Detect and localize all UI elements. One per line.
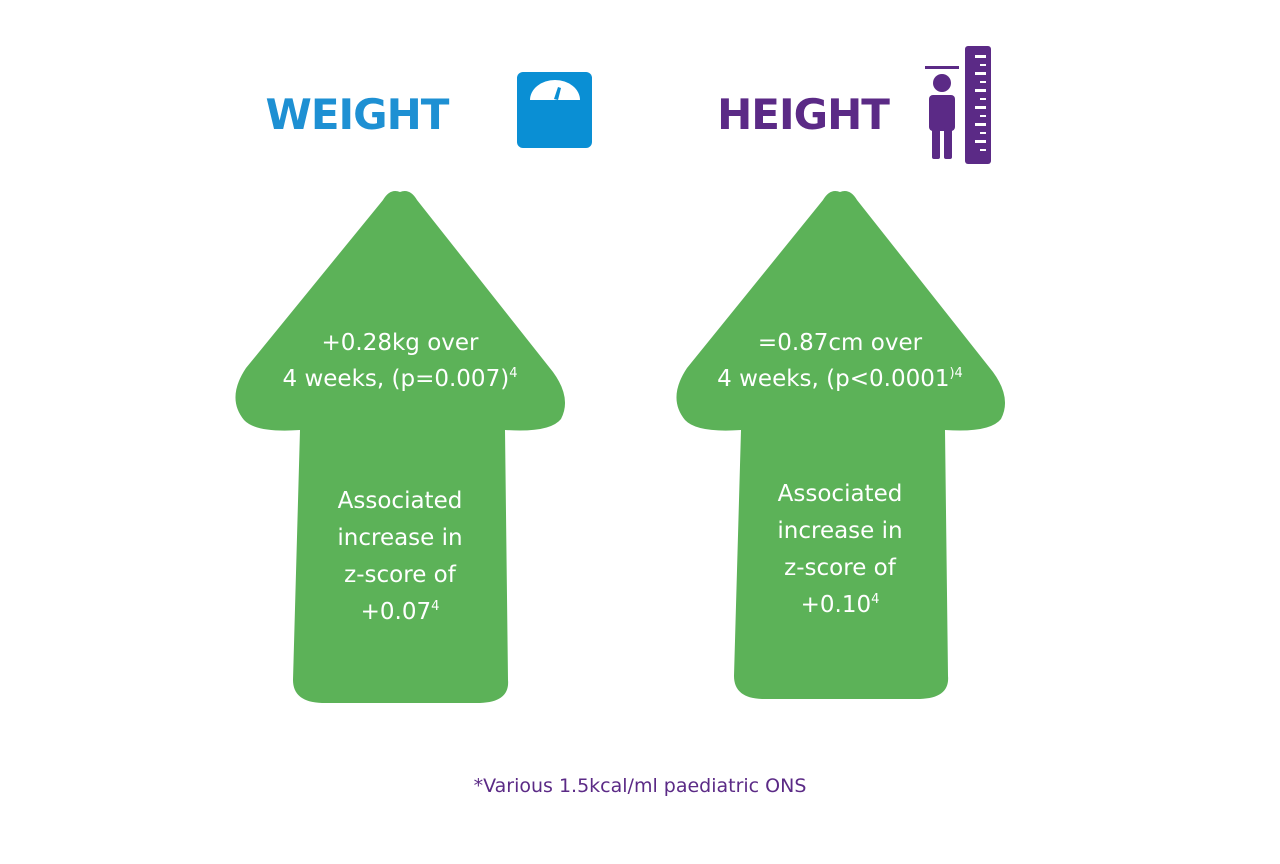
superscript: 4	[509, 366, 517, 381]
arrow	[235, 191, 566, 703]
text-part: increase in	[777, 518, 902, 544]
text-part: 4 weeks, (p<0.0001	[717, 366, 949, 392]
arrow-text: Associated	[338, 488, 463, 514]
text-part: increase in	[337, 525, 462, 551]
text-part: +0.28kg over	[321, 330, 479, 356]
text-part: 4 weeks, (p=0.007)	[283, 366, 510, 392]
superscript: 4	[431, 599, 439, 614]
arrow	[676, 191, 1006, 699]
text-part: +0.07	[361, 599, 431, 625]
text-part: Associated	[338, 488, 463, 514]
text-part: z-score of	[784, 555, 897, 581]
text-part: Associated	[778, 481, 903, 507]
superscript: 4	[871, 592, 879, 607]
arrow-text: z-score of	[344, 562, 457, 588]
scale-icon	[517, 72, 592, 148]
superscript: )4	[949, 366, 962, 381]
footnote: *Various 1.5kcal/ml paediatric ONS	[474, 775, 807, 797]
arrow-text: Associated	[778, 481, 903, 507]
arrow-text: =0.87cm over	[758, 330, 923, 356]
arrow-text: +0.104	[801, 592, 880, 618]
arrow-text: z-score of	[784, 555, 897, 581]
arrow-text: +0.28kg over	[321, 330, 479, 356]
height-icon	[925, 46, 991, 164]
arrow-text: 4 weeks, (p=0.007)4	[283, 366, 518, 392]
text-part: z-score of	[344, 562, 457, 588]
arrow-text: +0.074	[361, 599, 440, 625]
panel-title: HEIGHT	[717, 90, 890, 139]
arrow-text: increase in	[777, 518, 902, 544]
text-part: =0.87cm over	[758, 330, 923, 356]
text-part: +0.10	[801, 592, 871, 618]
arrow-text: increase in	[337, 525, 462, 551]
arrow-text: 4 weeks, (p<0.0001)4	[717, 366, 963, 392]
panel-title: WEIGHT	[266, 90, 450, 139]
